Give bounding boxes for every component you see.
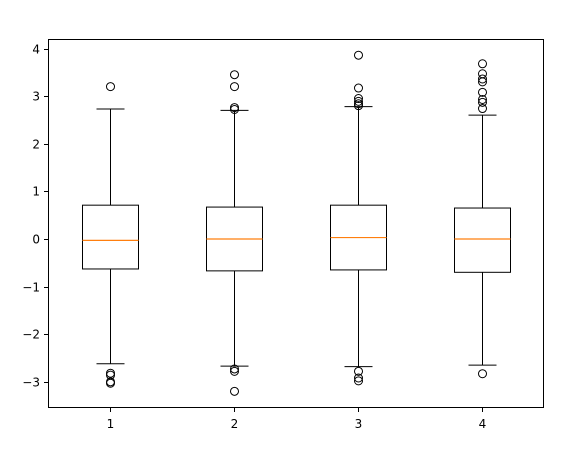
flier-point <box>230 386 239 396</box>
flier-point <box>354 94 363 104</box>
box <box>454 207 511 273</box>
flier-point <box>230 82 239 92</box>
box-group-3 <box>330 50 387 386</box>
x-tick-label: 1 <box>107 417 115 431</box>
x-tick-label: 2 <box>231 417 239 431</box>
flier-point <box>354 376 363 386</box>
flier-point <box>478 87 487 97</box>
x-tick-label: 3 <box>355 417 363 431</box>
y-tick-label: −2 <box>22 328 40 342</box>
flier-point <box>478 74 487 84</box>
y-axis: −3 −2 −1 0 1 2 3 4 <box>22 43 48 390</box>
flier-point <box>106 82 115 92</box>
flier-point <box>478 104 487 114</box>
flier-point <box>354 50 363 60</box>
y-tick-label: 1 <box>32 185 40 199</box>
flier-point <box>354 373 363 383</box>
y-tick-label: −1 <box>22 281 40 295</box>
flier-point <box>478 94 487 104</box>
x-axis: 1 2 3 4 <box>107 408 487 431</box>
flier-point <box>230 366 239 376</box>
box-group-4 <box>454 59 511 379</box>
box-group-2 <box>206 70 263 396</box>
flier-point <box>478 59 487 69</box>
flier-point <box>478 369 487 379</box>
y-tick-label: −3 <box>22 376 40 390</box>
y-tick-label: 3 <box>32 90 40 104</box>
flier-point <box>230 364 239 374</box>
flier-point <box>478 97 487 107</box>
box <box>82 204 139 270</box>
flier-point <box>478 77 487 87</box>
flier-point <box>354 366 363 376</box>
flier-point <box>230 104 239 114</box>
y-tick-label: 4 <box>32 43 40 57</box>
plot-area <box>82 50 511 396</box>
flier-point <box>354 96 363 106</box>
box-group-1 <box>82 82 139 388</box>
flier-point <box>230 70 239 80</box>
flier-point <box>354 83 363 93</box>
y-tick-label: 0 <box>32 233 40 247</box>
x-tick-label: 4 <box>479 417 487 431</box>
flier-point <box>354 101 363 111</box>
flier-point <box>106 378 115 388</box>
y-tick-label: 2 <box>32 138 40 152</box>
axes-frame <box>48 39 544 408</box>
